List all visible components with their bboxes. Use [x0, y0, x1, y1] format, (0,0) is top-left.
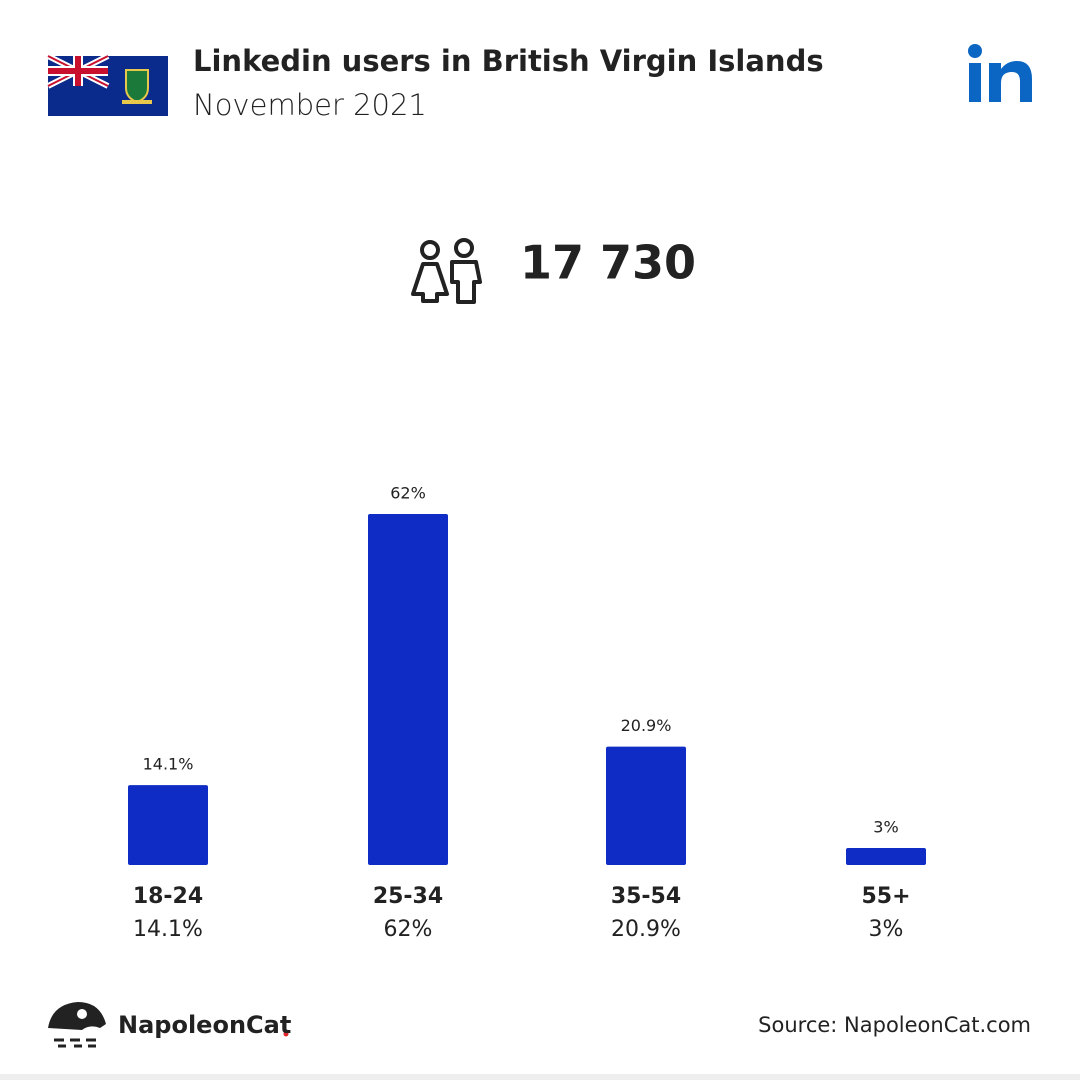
category-label: 25-34 — [373, 884, 443, 909]
bar — [606, 746, 686, 865]
bar — [368, 514, 448, 865]
users-icon — [411, 238, 482, 304]
category-value-label: 62% — [384, 917, 433, 942]
category-label: 18-24 — [133, 884, 203, 909]
subtitle: November 2021 — [193, 88, 427, 122]
bar — [846, 848, 926, 865]
source: Source: NapoleonCat.com — [758, 1013, 1031, 1037]
brand-name: NapoleonCat — [118, 1011, 291, 1039]
category-label: 35-54 — [611, 884, 681, 909]
bar-value-label: 20.9% — [621, 716, 672, 735]
brand-logo — [48, 1002, 289, 1048]
bar-value-label: 3% — [873, 818, 898, 837]
bar — [128, 785, 208, 865]
category-value-label: 3% — [869, 917, 904, 942]
linkedin-logo — [968, 44, 1032, 102]
bar-value-label: 14.1% — [143, 755, 194, 774]
flag — [46, 53, 168, 116]
category-value-label: 20.9% — [611, 917, 681, 942]
bar-value-label: 62% — [390, 484, 426, 503]
title: Linkedin users in British Virgin Islands — [193, 44, 824, 78]
bottom-strip — [0, 1074, 1080, 1080]
category-value-label: 14.1% — [133, 917, 203, 942]
category-label: 55+ — [861, 884, 910, 909]
total-users: 17 730 — [520, 236, 696, 290]
